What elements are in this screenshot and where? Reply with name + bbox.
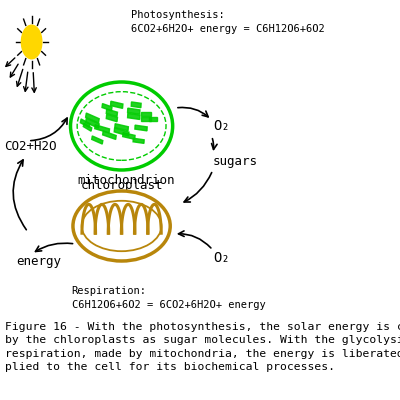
Bar [131,102,141,108]
Bar [133,138,144,143]
Bar [106,114,118,122]
Bar [106,109,118,116]
Bar [128,113,140,120]
Bar [140,112,151,116]
Bar [128,108,140,114]
Text: CO2+H2O: CO2+H2O [4,140,56,152]
Text: Respiration:
C6H12O6+6O2 = 6CO2+6H2O+ energy: Respiration: C6H12O6+6O2 = 6CO2+6H2O+ en… [72,286,266,310]
Bar [114,128,129,136]
Circle shape [21,25,42,59]
Text: O₂: O₂ [213,119,230,133]
Text: mitochondrion: mitochondrion [78,174,175,187]
Bar [123,133,135,139]
Bar [83,123,92,131]
Bar [102,104,112,111]
Bar [149,117,157,121]
Bar [140,117,151,121]
Bar [115,124,128,131]
Text: chloroplast: chloroplast [80,179,163,192]
Text: sugars: sugars [213,156,258,168]
Bar [86,118,99,128]
Bar [103,131,116,140]
Bar [95,125,110,133]
Text: O₂: O₂ [213,251,230,265]
Bar [135,125,147,131]
Bar [86,113,99,123]
Text: energy: energy [16,256,61,268]
Bar [110,101,123,108]
Bar [80,119,90,128]
Text: Photosynthesis:
6CO2+6H2O+ energy = C6H12O6+6O2: Photosynthesis: 6CO2+6H2O+ energy = C6H1… [131,10,325,34]
Text: Figure 16 - With the photosynthesis, the solar energy is cumulated
by the chloro: Figure 16 - With the photosynthesis, the… [5,322,400,372]
Bar [92,136,103,144]
